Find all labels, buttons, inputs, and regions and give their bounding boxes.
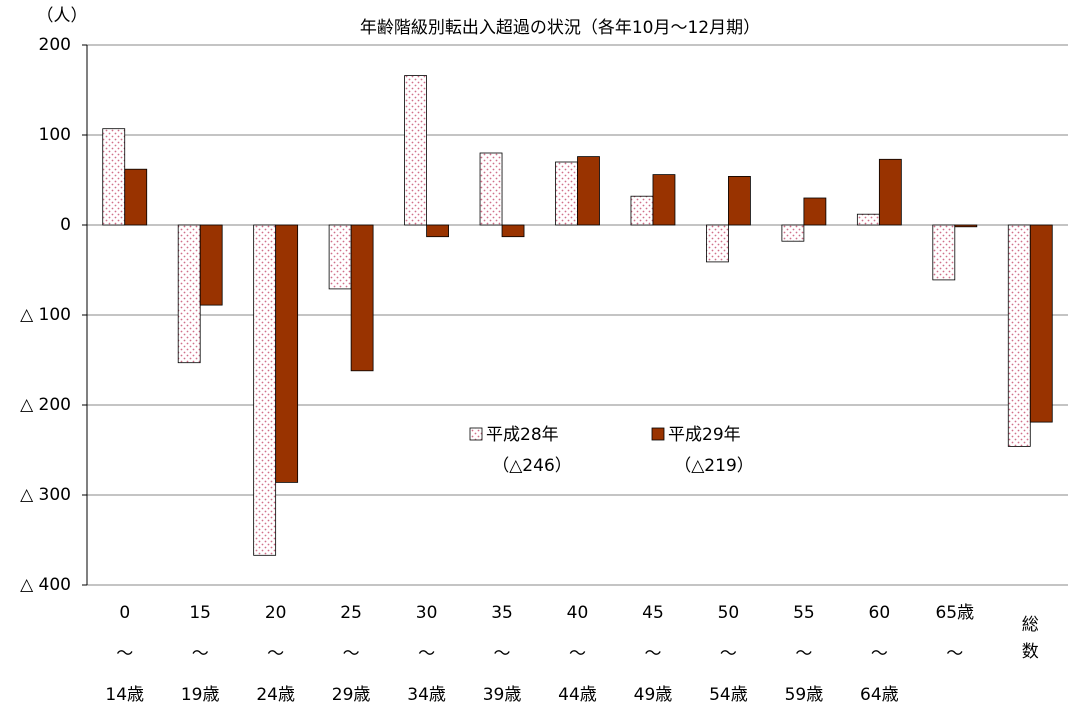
bar bbox=[932, 224, 956, 281]
x-tick-label: 〜 bbox=[871, 644, 888, 664]
y-tick-label: 0 bbox=[60, 215, 71, 235]
x-tick-label: 〜 bbox=[494, 644, 511, 664]
bar bbox=[954, 224, 978, 228]
legend-note: （△219） bbox=[674, 456, 754, 476]
bar bbox=[706, 224, 729, 263]
bar bbox=[803, 197, 827, 226]
x-tick-label: 数 bbox=[1022, 642, 1039, 662]
y-tick-label: △ 100 bbox=[20, 305, 71, 325]
y-tick-label: △ 300 bbox=[20, 485, 71, 505]
legend-note: （△246） bbox=[492, 456, 572, 476]
bar bbox=[426, 224, 449, 238]
x-tick-label: 〜 bbox=[192, 644, 209, 664]
x-tick-label: 〜 bbox=[267, 644, 284, 664]
y-tick-label: △ 200 bbox=[20, 395, 71, 415]
bar bbox=[404, 75, 427, 226]
bar bbox=[577, 156, 600, 226]
x-tick-label: 20 bbox=[265, 603, 287, 623]
x-tick-label: 60 bbox=[869, 603, 891, 623]
bar bbox=[856, 213, 880, 226]
x-tick-label: 45 bbox=[642, 603, 664, 623]
bar bbox=[1007, 224, 1031, 447]
legend-swatch bbox=[469, 427, 483, 441]
x-tick-label: 〜 bbox=[116, 644, 133, 664]
x-tick-label: 〜 bbox=[720, 644, 737, 664]
legend-label: 平成28年 bbox=[486, 425, 559, 445]
x-tick-label: 64歳 bbox=[860, 685, 899, 705]
x-tick-label: 34歳 bbox=[407, 685, 446, 705]
bar bbox=[728, 175, 751, 226]
bar bbox=[630, 195, 654, 226]
x-tick-label: 44歳 bbox=[558, 685, 597, 705]
x-tick-label: 50 bbox=[718, 603, 740, 623]
legend-label: 平成29年 bbox=[668, 425, 741, 445]
bar bbox=[501, 224, 525, 238]
x-tick-label: 54歳 bbox=[709, 685, 748, 705]
x-tick-label: 19歳 bbox=[181, 685, 220, 705]
bar bbox=[878, 158, 902, 226]
bar bbox=[177, 224, 201, 364]
x-tick-label: 総 bbox=[1022, 615, 1039, 635]
bar bbox=[328, 224, 352, 290]
x-tick-label: 25 bbox=[340, 603, 362, 623]
bar bbox=[102, 128, 126, 226]
x-tick-label: 〜 bbox=[418, 644, 435, 664]
bar bbox=[199, 224, 223, 306]
x-tick-label: 30 bbox=[416, 603, 438, 623]
bar bbox=[350, 224, 374, 372]
x-tick-label: 40 bbox=[567, 603, 589, 623]
x-tick-label: 39歳 bbox=[483, 685, 522, 705]
x-tick-label: 55 bbox=[793, 603, 815, 623]
x-tick-label: 15 bbox=[189, 603, 211, 623]
x-tick-label: 〜 bbox=[569, 644, 586, 664]
x-tick-label: 〜 bbox=[795, 644, 812, 664]
x-tick-label: 59歳 bbox=[785, 685, 824, 705]
x-tick-label: 35 bbox=[491, 603, 513, 623]
bar bbox=[652, 174, 676, 226]
x-tick-label: 0 bbox=[119, 603, 130, 623]
bar bbox=[1029, 224, 1053, 423]
x-tick-label: 〜 bbox=[644, 644, 661, 664]
legend-swatch bbox=[651, 427, 665, 441]
x-tick-label: 24歳 bbox=[256, 685, 295, 705]
x-tick-label: 14歳 bbox=[105, 685, 144, 705]
x-tick-label: 65歳 bbox=[935, 603, 974, 623]
bar bbox=[275, 224, 299, 483]
x-tick-label: 〜 bbox=[343, 644, 360, 664]
y-tick-label: 200 bbox=[39, 35, 71, 55]
bar bbox=[479, 152, 503, 226]
bar bbox=[781, 224, 805, 242]
bar bbox=[124, 168, 148, 226]
y-tick-label: 100 bbox=[39, 125, 71, 145]
y-unit: （人） bbox=[37, 6, 88, 26]
x-tick-label: 〜 bbox=[946, 644, 963, 664]
x-tick-label: 29歳 bbox=[332, 685, 371, 705]
chart-title: 年齢階級別転出入超過の状況（各年10月〜12月期） bbox=[360, 18, 760, 38]
bar bbox=[253, 224, 277, 556]
x-tick-label: 49歳 bbox=[634, 685, 673, 705]
y-tick-label: △ 400 bbox=[20, 575, 71, 595]
bar bbox=[555, 161, 578, 226]
